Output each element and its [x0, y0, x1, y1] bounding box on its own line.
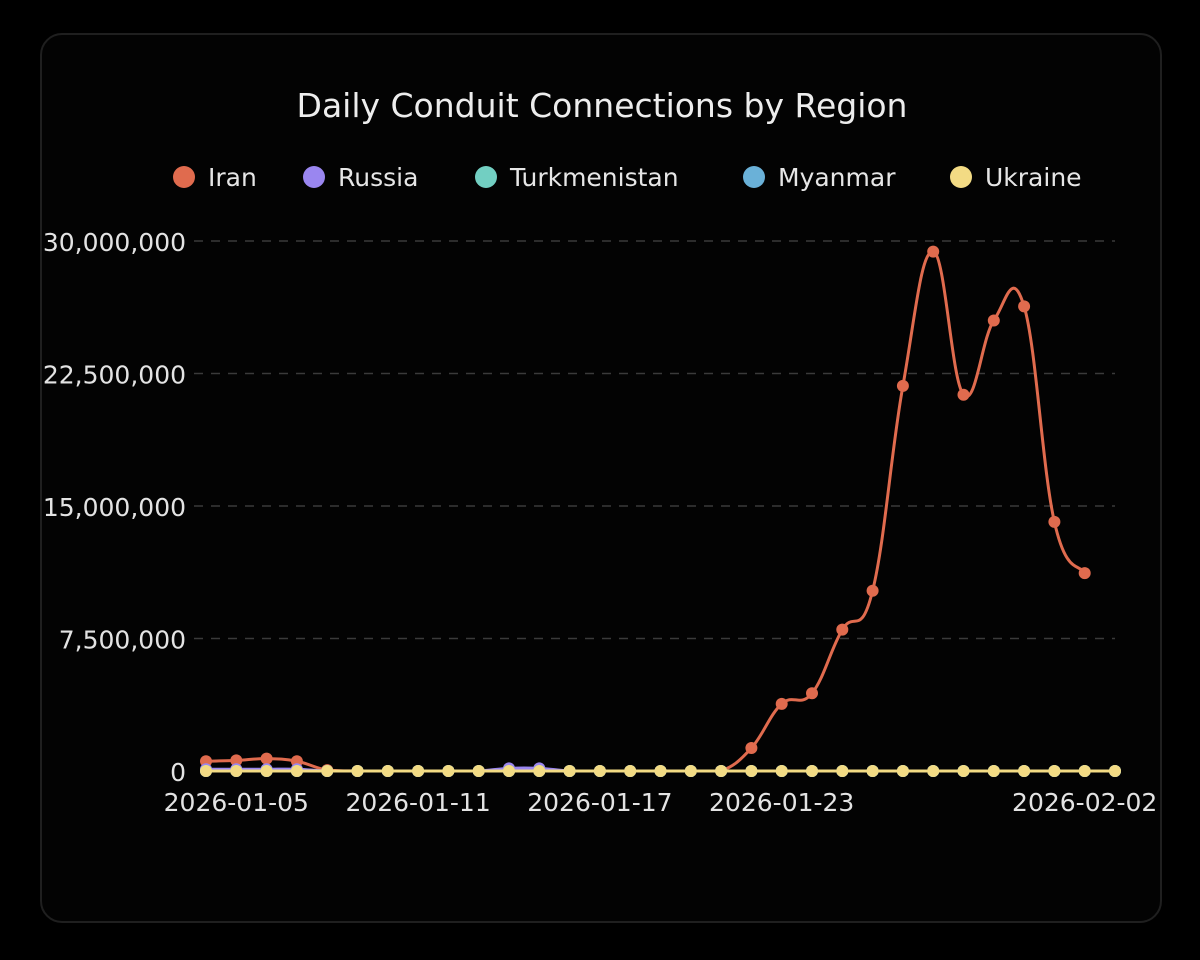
- legend-swatch-myanmar: [743, 166, 765, 188]
- data-point-ukraine[interactable]: [957, 765, 970, 777]
- data-point-ukraine[interactable]: [927, 765, 940, 777]
- data-point-ukraine[interactable]: [1018, 765, 1031, 777]
- data-point-ukraine[interactable]: [412, 765, 425, 777]
- data-point-ukraine[interactable]: [987, 765, 1000, 777]
- data-point-ukraine[interactable]: [654, 765, 667, 777]
- chart-title: Daily Conduit Connections by Region: [297, 86, 908, 125]
- legend-item-turkmenistan[interactable]: Turkmenistan: [475, 163, 679, 192]
- series-line-iran: [205, 250, 1086, 773]
- legend-label-russia: Russia: [338, 163, 418, 192]
- data-point-ukraine[interactable]: [684, 765, 697, 777]
- series-iran: [200, 245, 1091, 777]
- data-point-ukraine[interactable]: [896, 765, 909, 777]
- legend-label-iran: Iran: [208, 163, 257, 192]
- legend: Iran Russia Turkmenistan Myanmar Ukraine: [173, 163, 1082, 192]
- data-point-ukraine[interactable]: [381, 765, 394, 777]
- data-point-ukraine[interactable]: [593, 765, 606, 777]
- data-point-ukraine[interactable]: [200, 765, 212, 777]
- x-tick-label: 2026-02-02: [1012, 788, 1157, 817]
- legend-label-myanmar: Myanmar: [778, 163, 896, 192]
- series-ukraine: [200, 765, 1121, 777]
- data-point-ukraine[interactable]: [472, 765, 485, 777]
- data-point-iran[interactable]: [230, 754, 243, 767]
- data-point-iran[interactable]: [866, 584, 879, 597]
- y-tick-label: 22,500,000: [43, 361, 186, 390]
- data-point-iran[interactable]: [260, 752, 273, 765]
- legend-label-turkmenistan: Turkmenistan: [509, 163, 679, 192]
- legend-swatch-turkmenistan: [475, 166, 497, 188]
- grid-lines: [194, 240, 1115, 640]
- y-tick-label: 0: [170, 758, 186, 787]
- data-point-ukraine[interactable]: [624, 765, 637, 777]
- data-point-ukraine[interactable]: [775, 765, 788, 777]
- data-point-ukraine[interactable]: [260, 765, 273, 777]
- y-tick-label: 7,500,000: [59, 626, 186, 655]
- legend-item-ukraine[interactable]: Ukraine: [950, 163, 1082, 192]
- legend-swatch-iran: [173, 166, 195, 188]
- legend-item-myanmar[interactable]: Myanmar: [743, 163, 896, 192]
- data-point-ukraine[interactable]: [715, 765, 728, 777]
- data-point-ukraine[interactable]: [563, 765, 576, 777]
- y-axis: 0 7,500,000 15,000,000 22,500,000 30,000,000: [43, 228, 186, 787]
- data-point-ukraine[interactable]: [866, 765, 879, 777]
- plot-area: [200, 245, 1121, 777]
- data-point-ukraine[interactable]: [503, 765, 515, 777]
- y-tick-label: 15,000,000: [43, 493, 186, 522]
- data-point-ukraine[interactable]: [442, 765, 455, 777]
- data-point-iran[interactable]: [806, 687, 818, 700]
- data-point-iran[interactable]: [927, 245, 940, 258]
- data-point-ukraine[interactable]: [533, 765, 546, 777]
- x-tick-label: 2026-01-05: [164, 788, 309, 817]
- data-point-ukraine[interactable]: [351, 765, 364, 777]
- y-tick-label: 30,000,000: [43, 228, 186, 257]
- data-point-iran[interactable]: [896, 379, 909, 392]
- data-point-iran[interactable]: [1048, 515, 1061, 528]
- data-point-ukraine[interactable]: [745, 765, 758, 777]
- x-tick-label: 2026-01-17: [527, 788, 672, 817]
- data-point-ukraine[interactable]: [1048, 765, 1061, 777]
- data-point-iran[interactable]: [836, 623, 849, 636]
- data-point-ukraine[interactable]: [836, 765, 849, 777]
- data-point-iran[interactable]: [957, 388, 970, 401]
- legend-swatch-ukraine: [950, 166, 972, 188]
- data-point-ukraine[interactable]: [1109, 765, 1121, 777]
- legend-swatch-russia: [303, 166, 325, 188]
- x-tick-label: 2026-01-11: [345, 788, 490, 817]
- data-point-ukraine[interactable]: [321, 765, 334, 777]
- data-point-iran[interactable]: [745, 742, 758, 755]
- data-point-ukraine[interactable]: [230, 765, 243, 777]
- data-point-ukraine[interactable]: [290, 765, 303, 777]
- legend-item-russia[interactable]: Russia: [303, 163, 418, 192]
- x-tick-label: 2026-01-23: [709, 788, 854, 817]
- x-axis: 2026-01-05 2026-01-11 2026-01-17 2026-01-23…: [164, 788, 1158, 817]
- data-point-iran[interactable]: [987, 314, 1000, 327]
- data-point-iran[interactable]: [1078, 567, 1091, 580]
- data-point-ukraine[interactable]: [1078, 765, 1091, 777]
- legend-item-iran[interactable]: Iran: [173, 163, 257, 192]
- data-point-iran[interactable]: [775, 697, 788, 710]
- data-point-iran[interactable]: [1018, 300, 1031, 313]
- data-point-ukraine[interactable]: [806, 765, 818, 777]
- legend-label-ukraine: Ukraine: [985, 163, 1082, 192]
